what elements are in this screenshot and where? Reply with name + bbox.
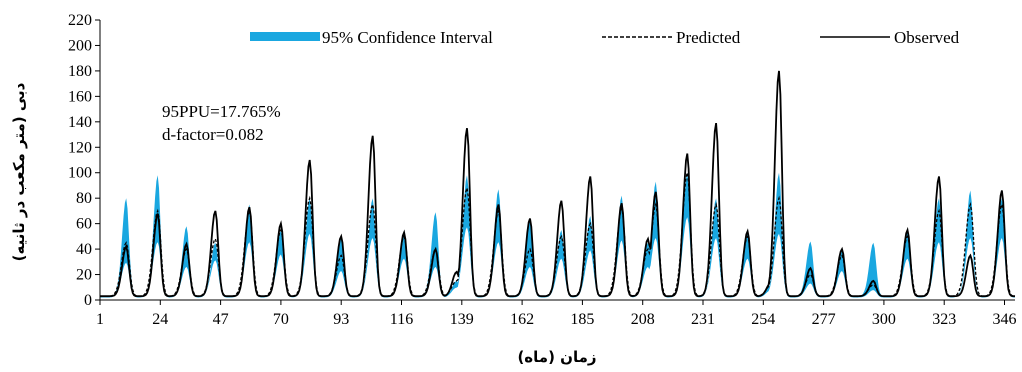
x-tick-label: 300 (872, 311, 896, 328)
annotation-95ppu: 95PPU=17.765% (162, 102, 281, 121)
y-tick-label: 100 (68, 165, 92, 182)
y-tick-label: 160 (68, 88, 92, 105)
y-tick-label: 40 (76, 241, 92, 258)
y-tick-label: 120 (68, 139, 92, 156)
x-tick-label: 139 (450, 311, 474, 328)
axes (95, 19, 1015, 305)
x-tick-label: 346 (993, 311, 1017, 328)
x-tick-label: 116 (390, 311, 413, 328)
x-tick-label: 93 (333, 311, 349, 328)
x-tick-label: 162 (510, 311, 534, 328)
y-tick-label: 180 (68, 63, 92, 80)
x-tick-label: 208 (631, 311, 655, 328)
y-tick-label: 80 (76, 190, 92, 207)
y-tick-label: 200 (68, 37, 92, 54)
y-tick-label: 220 (68, 12, 92, 29)
x-tick-label: 1 (96, 311, 104, 328)
y-tick-label: 140 (68, 114, 92, 131)
legend-label-observed: Observed (894, 28, 960, 47)
legend-label-predicted: Predicted (676, 28, 741, 47)
x-tick-label: 70 (273, 311, 289, 328)
y-tick-label: 20 (76, 267, 92, 284)
legend-label-confidence-interval: 95% Confidence Interval (322, 28, 493, 47)
y-axis-title: دبی (متر مکعب در ثانیه) (10, 82, 28, 261)
series-lines (100, 70, 1016, 298)
annotation-d-factor: d-factor=0.082 (162, 125, 264, 144)
tick-labels: 0 20 40 60 80 100 120 140 160 180 200 220 1 24 47 70 93 1… (68, 12, 1017, 328)
x-tick-label: 47 (213, 311, 229, 328)
legend: 95% Confidence Interval Predicted Observ… (250, 28, 960, 47)
x-tick-label: 24 (152, 311, 168, 328)
y-tick-label: 0 (84, 292, 92, 309)
x-axis-title: زمان (ماه) (517, 348, 596, 366)
x-tick-label: 277 (812, 311, 836, 328)
x-tick-label: 231 (691, 311, 715, 328)
x-tick-label: 185 (570, 311, 594, 328)
x-tick-label: 254 (751, 311, 775, 328)
legend-band-swatch (250, 32, 320, 41)
y-tick-label: 60 (76, 216, 92, 233)
series-observed (100, 70, 1015, 298)
x-tick-label: 323 (932, 311, 956, 328)
